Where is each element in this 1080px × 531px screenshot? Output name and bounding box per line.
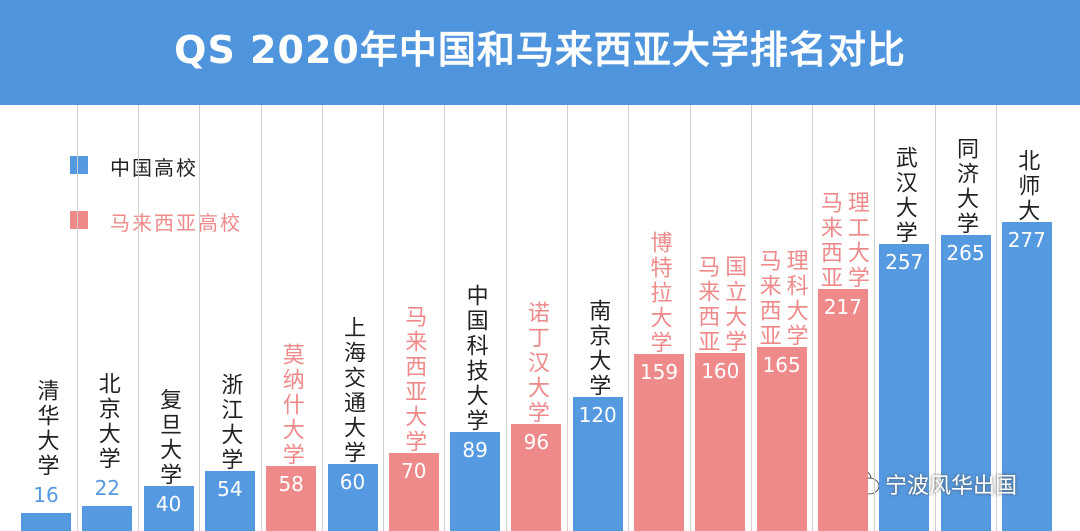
- bar: [1001, 222, 1052, 531]
- bar: [879, 244, 930, 531]
- value-label: 96: [523, 429, 550, 454]
- divider: [260, 105, 262, 531]
- category-label: 清华大学: [33, 379, 59, 480]
- category-label: 北京大学: [94, 372, 120, 473]
- divider: [505, 105, 507, 531]
- value-label: 120: [578, 403, 617, 428]
- divider: [996, 105, 998, 531]
- divider: [444, 105, 446, 531]
- value-label: 217: [823, 294, 862, 319]
- category-label: 南京大学: [585, 299, 611, 400]
- divider: [383, 105, 385, 531]
- bar: [450, 431, 501, 531]
- category-label: 武汉大学: [891, 146, 917, 247]
- bar: [327, 464, 378, 531]
- bar: [82, 506, 133, 531]
- divider: [199, 105, 201, 531]
- category-label: 浙江大学: [217, 372, 243, 473]
- value-label: 277: [1007, 228, 1046, 252]
- value-label: 159: [639, 359, 679, 384]
- bar: [572, 397, 623, 531]
- value-label: 70: [401, 458, 427, 483]
- divider: [137, 105, 139, 531]
- divider: [321, 105, 323, 531]
- category-label: 马来西亚国立大学: [694, 254, 747, 355]
- value-label: 165: [762, 352, 801, 377]
- value-label: 58: [278, 472, 304, 497]
- chart-title: QS 2020年中国和马来西亚大学排名对比: [0, 0, 1080, 105]
- category-label: 上海交通大学: [340, 316, 365, 467]
- category-label: 北师大: [1014, 149, 1040, 224]
- value-label: 60: [339, 470, 366, 495]
- category-label: 博特拉大学: [646, 230, 672, 356]
- category-label: 中国科技大学: [462, 283, 488, 434]
- value-label: 257: [885, 250, 924, 275]
- divider: [934, 105, 936, 531]
- divider: [750, 105, 752, 531]
- category-label: 马来西亚大学: [401, 304, 427, 455]
- value-label: 265: [946, 241, 985, 266]
- divider: [76, 105, 78, 531]
- legend-label: 中国高校: [110, 156, 198, 180]
- category-label: 马来西亚理科大学: [755, 248, 808, 349]
- bar: [695, 352, 746, 531]
- bar: [266, 466, 317, 531]
- category-label: 马来西亚理工大学: [816, 190, 869, 291]
- legend-swatch: [70, 156, 88, 174]
- divider: [873, 105, 875, 531]
- value-label: 16: [33, 483, 59, 508]
- bar: [634, 353, 684, 531]
- bar: [511, 423, 562, 531]
- legend-swatch: [70, 211, 88, 229]
- bar: [388, 452, 439, 531]
- bar: [817, 288, 868, 531]
- value-label: 160: [701, 358, 740, 383]
- bar: [204, 470, 255, 531]
- watermark: 宁波风华出国: [885, 474, 1018, 499]
- category-label: 诺丁汉大学: [523, 300, 549, 426]
- bar: [756, 346, 807, 531]
- category-label: 莫纳什大学: [278, 343, 304, 469]
- value-label: 22: [94, 476, 121, 501]
- value-label: 54: [217, 476, 243, 501]
- value-label: 40: [155, 492, 182, 517]
- bar: [21, 513, 71, 531]
- bar: [940, 235, 991, 531]
- divider: [689, 105, 691, 531]
- divider: [567, 105, 569, 531]
- legend-label: 马来西亚高校: [110, 211, 242, 235]
- value-label: 89: [462, 437, 488, 462]
- category-label: 复旦大学: [156, 388, 182, 489]
- bar: [143, 486, 194, 531]
- category-label: 同济大学: [953, 137, 978, 238]
- divider: [812, 105, 814, 531]
- divider: [628, 105, 630, 531]
